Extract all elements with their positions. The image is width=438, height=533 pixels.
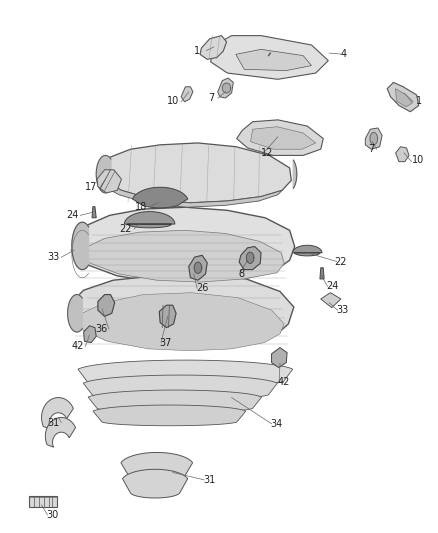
Polygon shape: [236, 50, 311, 70]
Text: 42: 42: [71, 341, 84, 351]
Polygon shape: [124, 212, 175, 228]
Text: 7: 7: [208, 93, 215, 103]
Polygon shape: [181, 87, 193, 102]
Polygon shape: [97, 170, 121, 193]
Text: 4: 4: [341, 50, 347, 59]
Polygon shape: [29, 496, 57, 507]
Text: 8: 8: [238, 269, 244, 279]
Text: 17: 17: [85, 182, 97, 192]
Polygon shape: [387, 83, 419, 112]
Polygon shape: [218, 78, 233, 98]
Text: 10: 10: [167, 96, 179, 106]
Polygon shape: [92, 207, 96, 218]
Polygon shape: [159, 305, 176, 328]
Polygon shape: [73, 207, 295, 284]
Text: 1: 1: [194, 46, 200, 55]
Text: 1: 1: [416, 96, 422, 106]
Polygon shape: [46, 417, 76, 447]
Text: 31: 31: [48, 417, 60, 427]
Polygon shape: [67, 295, 82, 332]
Polygon shape: [237, 120, 323, 156]
Text: 24: 24: [326, 281, 339, 292]
Text: 33: 33: [47, 252, 59, 262]
Polygon shape: [321, 293, 341, 308]
Polygon shape: [194, 262, 202, 273]
Polygon shape: [121, 453, 193, 483]
Polygon shape: [396, 147, 409, 161]
Polygon shape: [99, 143, 291, 203]
Text: 33: 33: [337, 305, 349, 315]
Polygon shape: [189, 255, 207, 280]
Polygon shape: [123, 469, 187, 498]
Polygon shape: [247, 252, 254, 263]
Polygon shape: [88, 390, 261, 413]
Text: 26: 26: [196, 284, 208, 293]
Text: 22: 22: [119, 224, 131, 234]
Polygon shape: [84, 326, 96, 343]
Text: 34: 34: [270, 419, 283, 429]
Polygon shape: [293, 160, 297, 188]
Polygon shape: [239, 247, 261, 270]
Polygon shape: [77, 230, 284, 282]
Polygon shape: [78, 293, 284, 351]
Polygon shape: [93, 405, 246, 426]
Polygon shape: [96, 156, 111, 193]
Polygon shape: [98, 295, 115, 317]
Polygon shape: [83, 375, 277, 400]
Polygon shape: [71, 240, 85, 260]
Text: 24: 24: [66, 211, 78, 220]
Polygon shape: [67, 274, 294, 349]
Polygon shape: [200, 36, 226, 59]
Text: 10: 10: [413, 156, 425, 165]
Polygon shape: [42, 398, 73, 429]
Text: 31: 31: [203, 475, 215, 485]
Polygon shape: [293, 245, 322, 256]
Polygon shape: [320, 268, 324, 279]
Polygon shape: [78, 360, 293, 387]
Text: 30: 30: [46, 510, 59, 520]
Polygon shape: [72, 222, 88, 270]
Text: 37: 37: [159, 337, 172, 348]
Text: 12: 12: [261, 148, 273, 158]
Polygon shape: [251, 127, 316, 149]
Polygon shape: [132, 187, 188, 208]
Text: 42: 42: [278, 377, 290, 387]
Text: 36: 36: [95, 324, 108, 334]
Polygon shape: [370, 132, 378, 145]
Polygon shape: [365, 128, 382, 149]
Polygon shape: [396, 88, 413, 107]
Text: 22: 22: [335, 256, 347, 266]
Polygon shape: [272, 348, 287, 368]
Polygon shape: [211, 36, 328, 79]
Text: 18: 18: [135, 202, 148, 212]
Text: 7: 7: [368, 144, 374, 154]
Polygon shape: [223, 83, 231, 93]
Polygon shape: [102, 180, 282, 207]
